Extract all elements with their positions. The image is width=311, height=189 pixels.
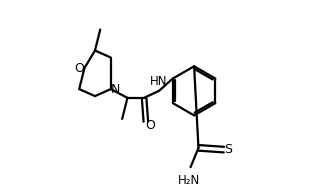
Text: N: N <box>111 83 120 96</box>
Text: O: O <box>74 62 84 74</box>
Text: S: S <box>224 143 232 156</box>
Text: HN: HN <box>150 75 168 88</box>
Text: H₂N: H₂N <box>178 174 200 187</box>
Text: O: O <box>145 119 155 132</box>
